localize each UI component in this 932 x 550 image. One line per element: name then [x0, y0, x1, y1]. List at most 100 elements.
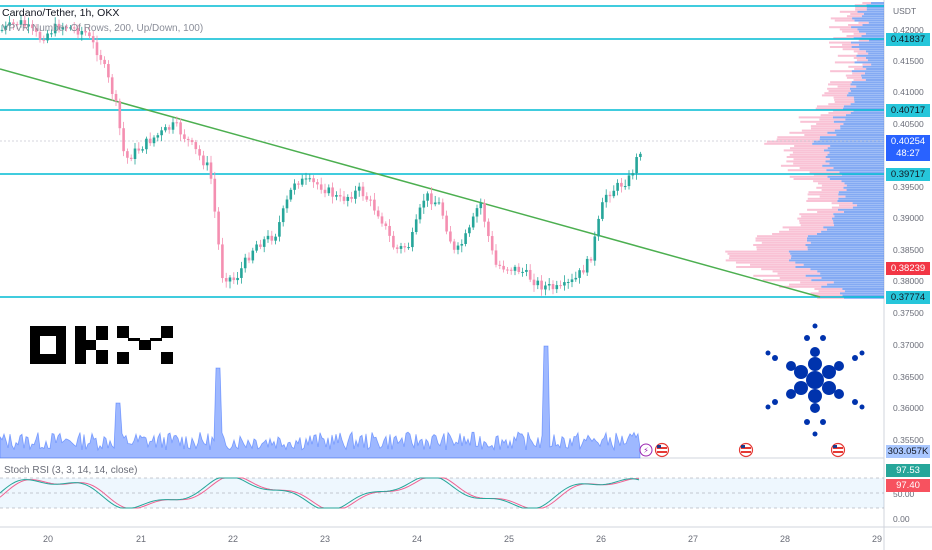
vp-down-bar: [753, 244, 806, 246]
candle-body: [72, 27, 76, 29]
candle-body: [205, 162, 209, 166]
candle-body: [342, 196, 346, 201]
vp-up-bar: [851, 81, 884, 84]
vp-down-bar: [790, 147, 828, 150]
price-tick: 0.38500: [893, 245, 924, 255]
vp-up-bar: [833, 167, 884, 169]
flash-event-icon[interactable]: [639, 443, 653, 457]
vp-up-bar: [843, 105, 884, 108]
vp-up-bar: [843, 123, 884, 125]
vp-down-bar: [831, 202, 853, 205]
candle-body: [27, 24, 30, 27]
vp-up-bar: [854, 98, 884, 101]
candle-body: [525, 269, 528, 272]
candle-body: [373, 199, 376, 211]
us-flag-icon[interactable]: [738, 442, 754, 458]
vp-up-bar: [853, 96, 884, 99]
candle-body: [148, 138, 152, 144]
vp-down-bar: [834, 61, 855, 64]
stoch-k-tag[interactable]: 97.53: [886, 464, 930, 477]
candle-body: [620, 182, 623, 187]
vp-down-bar: [798, 116, 833, 119]
time-tick: 25: [504, 534, 514, 544]
vp-down-bar: [804, 134, 837, 136]
trend-line[interactable]: [0, 68, 821, 298]
key-levels[interactable]: [0, 5, 884, 298]
candle-body: [0, 29, 4, 31]
stoch-d-tag[interactable]: 97.40: [886, 479, 930, 492]
cardano-dot: [808, 357, 822, 371]
candle-body: [509, 269, 513, 271]
vp-down-bar: [817, 211, 844, 213]
price-tag-37774[interactable]: 0.37774: [886, 291, 930, 304]
price-tag-40717[interactable]: 0.40717: [886, 104, 930, 117]
event-markers[interactable]: ⚡: [639, 442, 846, 458]
vp-down-bar: [800, 120, 834, 123]
price-axis[interactable]: 0.42000 0.41500 0.41000 0.40500 0.39500 …: [893, 25, 924, 524]
candle-body: [110, 77, 114, 94]
price-tag-38239[interactable]: 0.38239: [886, 262, 930, 275]
vp-down-bar: [821, 184, 847, 187]
candle-body: [289, 189, 293, 200]
vp-down-bar: [801, 215, 835, 218]
vp-up-bar: [839, 292, 884, 295]
vpvr-indicator-label[interactable]: VPVR Number Of Rows, 200, Up/Down, 100): [2, 23, 204, 34]
vp-down-bar: [779, 285, 822, 288]
vp-down-bar: [833, 96, 854, 99]
vp-down-bar: [794, 145, 831, 147]
vp-up-bar: [842, 294, 884, 297]
candle-body: [259, 244, 262, 247]
current-price-tag[interactable]: 0.40254 48:27: [886, 135, 930, 161]
volume-tag[interactable]: 303.057K: [886, 445, 930, 458]
vp-down-bar: [828, 103, 851, 106]
vp-down-bar: [799, 167, 834, 169]
vp-down-bar: [793, 162, 830, 165]
candle-body: [327, 187, 331, 194]
vp-down-bar: [852, 72, 865, 75]
vp-up-bar: [813, 140, 884, 143]
candle-body: [445, 215, 448, 232]
candle-body: [247, 257, 251, 261]
price-tag-41837[interactable]: 0.41837: [886, 33, 930, 46]
us-flag-icon[interactable]: [830, 442, 846, 458]
vp-down-bar: [828, 112, 851, 114]
cardano-dot: [804, 335, 810, 341]
vp-up-bar: [837, 208, 884, 211]
vp-down-bar: [821, 94, 847, 97]
candle-body: [403, 246, 407, 248]
vp-up-bar: [807, 246, 884, 249]
vp-up-bar: [849, 87, 884, 90]
price-tick: 0.41500: [893, 56, 924, 66]
vp-down-bar: [800, 281, 834, 284]
candle-body: [388, 225, 391, 236]
symbol-title[interactable]: Cardano/Tether, 1h, OKX: [2, 7, 120, 19]
vp-down-bar: [810, 127, 841, 130]
vp-up-bar: [854, 19, 884, 22]
vp-down-bar: [829, 46, 852, 48]
candle-body: [513, 266, 517, 271]
stoch-rsi-label[interactable]: Stoch RSI (3, 3, 14, 14, close): [4, 465, 138, 476]
vp-down-bar: [855, 8, 867, 11]
candle-body: [42, 39, 46, 41]
candle-body: [31, 24, 34, 29]
vp-up-bar: [833, 222, 884, 224]
candle-body: [635, 157, 638, 174]
vp-down-bar: [800, 224, 835, 227]
vp-down-bar: [787, 169, 827, 172]
candle-body: [498, 264, 502, 266]
candle-body: [471, 216, 475, 228]
us-flag-icon[interactable]: [654, 442, 670, 458]
vp-down-bar: [842, 48, 860, 51]
time-axis[interactable]: 20 21 22 23 24 25 26 27 28 29: [43, 534, 882, 544]
vp-down-bar: [764, 142, 813, 145]
vp-down-bar: [856, 59, 868, 62]
vp-down-bar: [725, 250, 789, 253]
vp-down-bar: [808, 191, 839, 194]
candle-body: [323, 189, 327, 194]
vp-down-bar: [819, 195, 846, 198]
candle-body: [38, 31, 42, 40]
vp-up-bar: [829, 158, 884, 161]
price-tag-39717[interactable]: 0.39717: [886, 168, 930, 181]
vp-up-bar: [827, 153, 884, 156]
